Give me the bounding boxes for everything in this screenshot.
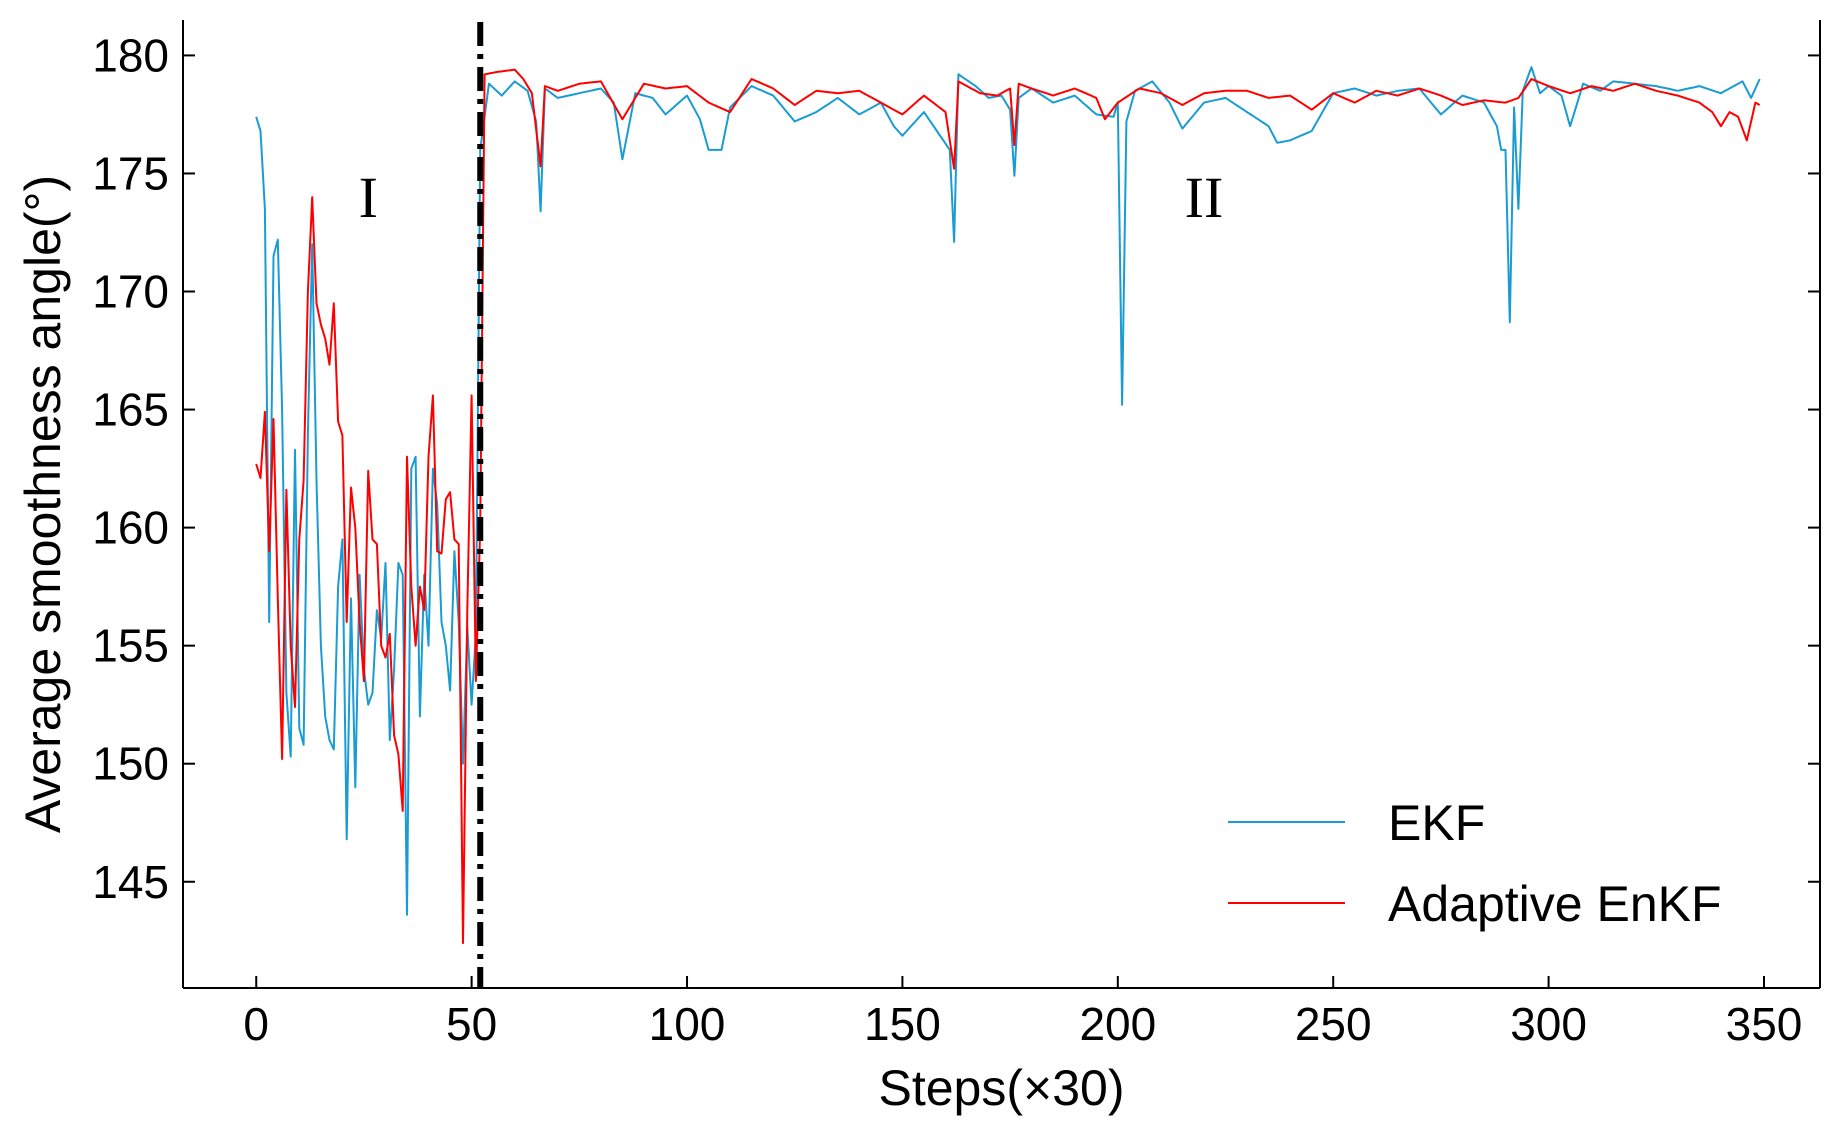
x-tick-label-300: 300 [1510,998,1587,1050]
x-tick-label-100: 100 [649,998,726,1050]
y-tick-label-145: 145 [92,856,169,908]
legend-label-adaptive-enkf: Adaptive EnKF [1388,876,1722,932]
legend-label-ekf: EKF [1388,795,1485,851]
y-axis-label: Average smoothness angle(°) [15,175,71,833]
region-label-ii: II [1185,165,1224,230]
x-tick-label-250: 250 [1295,998,1372,1050]
legend: EKF Adaptive EnKF [1228,795,1722,932]
y-tick-label-150: 150 [92,738,169,790]
x-tick-label-350: 350 [1726,998,1803,1050]
series-line-ekf [255,66,1761,916]
x-tick-label-150: 150 [864,998,941,1050]
axis-layer: 145 150 155 160 165 170 175 180 0 50 100 150 200 250 3… [92,20,1821,1050]
x-axis-label: Steps(×30) [879,1060,1125,1116]
y-tick-label-180: 180 [92,29,169,81]
x-tick-label-200: 200 [1079,998,1156,1050]
y-tick-label-170: 170 [92,266,169,318]
region-label-i: I [359,165,378,230]
series-line-adaptive-enkf [255,68,1761,945]
y-tick-label-175: 175 [92,147,169,199]
y-tick-label-155: 155 [92,620,169,672]
x-tick-label-0: 0 [243,998,269,1050]
label-layer: Steps(×30) Average smoothness angle(°) I… [15,165,1223,1116]
y-tick-label-165: 165 [92,384,169,436]
x-tick-label-50: 50 [446,998,497,1050]
series-layer [255,66,1761,945]
y-tick-label-160: 160 [92,502,169,554]
